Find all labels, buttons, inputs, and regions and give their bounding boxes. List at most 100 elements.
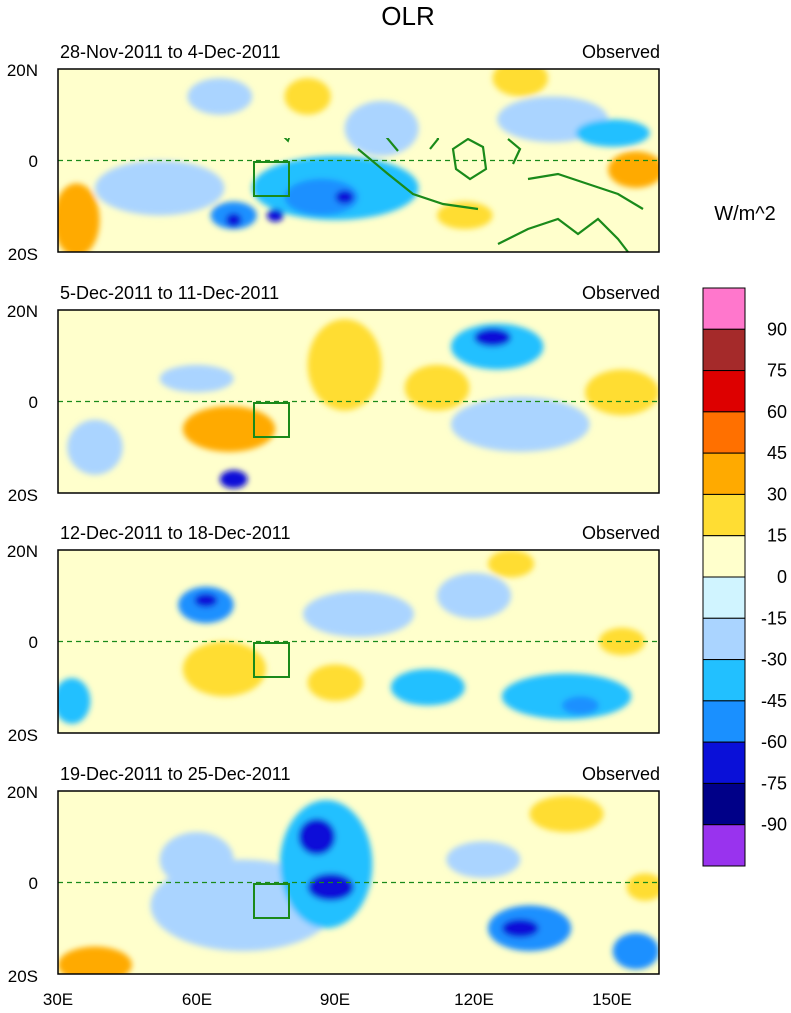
anomaly-patch <box>529 795 604 833</box>
panel-4-contours <box>58 795 659 974</box>
anomaly-patch <box>187 78 253 115</box>
y-tick-0: 0 <box>29 633 38 652</box>
anomaly-patch <box>474 328 512 347</box>
x-tick-30e: 30E <box>43 990 73 1009</box>
colorbar-label: 30 <box>767 484 787 504</box>
colorbar-swatch <box>702 576 746 619</box>
anomaly-patch <box>446 841 521 878</box>
x-axis: 30E 60E 90E 120E 150E <box>43 990 632 1009</box>
colorbar-label: 60 <box>767 402 787 422</box>
colorbar-label: -30 <box>761 650 787 670</box>
anomaly-patch <box>67 419 123 475</box>
anomaly-patch <box>307 873 354 901</box>
panel-3-period: 12-Dec-2011 to 18-Dec-2011 <box>60 523 290 543</box>
colorbar-swatch <box>702 452 746 495</box>
anomaly-patch <box>575 119 650 147</box>
y-tick-20n: 20N <box>7 542 38 561</box>
anomaly-patch <box>182 406 276 452</box>
anomaly-patch <box>266 208 284 222</box>
panel-3-label: Observed <box>582 523 660 543</box>
anomaly-patch <box>182 641 267 697</box>
x-tick-60e: 60E <box>182 990 212 1009</box>
anomaly-patch <box>307 664 364 701</box>
anomaly-patch <box>450 396 590 452</box>
colorbar-swatch <box>702 328 746 372</box>
anomaly-patch <box>437 201 493 230</box>
anomaly-patch <box>298 818 336 856</box>
anomaly-patch <box>284 178 359 216</box>
panel-1: 28-Nov-2011 to 4-Dec-2011 Observed 20N 0… <box>7 42 660 264</box>
colorbar-label: 45 <box>767 443 787 463</box>
colorbar-swatch <box>702 411 746 454</box>
anomaly-patch <box>58 678 91 724</box>
anomaly-patch <box>585 369 659 416</box>
colorbar-label: -90 <box>761 815 787 835</box>
panel-1-label: Observed <box>582 42 660 62</box>
colorbar-label: 75 <box>767 361 787 381</box>
anomaly-patch <box>284 78 331 115</box>
anomaly-patch <box>335 190 354 204</box>
anomaly-patch <box>450 323 544 370</box>
y-tick-20s: 20S <box>8 967 38 986</box>
colorbar-label: -15 <box>761 608 787 628</box>
anomaly-patch <box>219 470 248 489</box>
anomaly-patch <box>159 364 234 393</box>
panel-4-label: Observed <box>582 764 660 784</box>
y-tick-20n: 20N <box>7 61 38 80</box>
colorbar-swatch <box>702 700 746 743</box>
anomaly-patch <box>344 101 419 156</box>
anomaly-patch <box>404 364 470 411</box>
anomaly-patch <box>390 668 465 706</box>
anomaly-patch <box>501 919 539 938</box>
y-tick-20n: 20N <box>7 302 38 321</box>
colorbar-swatch <box>702 741 746 784</box>
panel-2-contours <box>67 319 659 489</box>
x-tick-150e: 150E <box>592 990 632 1009</box>
colorbar-label: 90 <box>767 319 787 339</box>
colorbar-swatch <box>702 287 746 330</box>
colorbar-label: -45 <box>761 691 787 711</box>
anomaly-patch <box>626 873 659 901</box>
colorbar-swatch <box>702 659 746 702</box>
chart-title: OLR <box>381 1 434 31</box>
colorbar-swatch <box>702 493 746 537</box>
colorbar-swatch <box>702 824 746 867</box>
study-box <box>253 883 290 919</box>
study-box <box>253 402 290 438</box>
anomaly-patch <box>279 800 373 929</box>
study-box <box>253 161 290 197</box>
anomaly-patch <box>225 213 242 227</box>
panel-2-label: Observed <box>582 283 660 303</box>
anomaly-patch <box>194 593 218 608</box>
anomaly-patch <box>303 591 414 637</box>
x-tick-90e: 90E <box>320 990 350 1009</box>
anomaly-patch <box>492 69 549 97</box>
panel-3-contours <box>58 550 646 724</box>
colorbar-label: 15 <box>767 526 787 546</box>
study-box <box>253 642 290 678</box>
anomaly-patch <box>437 572 512 619</box>
panel-4-period: 19-Dec-2011 to 25-Dec-2011 <box>60 764 290 784</box>
colorbar-label: 0 <box>777 567 787 587</box>
colorbar-swatch <box>702 370 746 413</box>
units-label: W/m^2 <box>714 203 776 225</box>
colorbar: 90 75 60 45 30 15 0 -15 -30 -45 -60 -75 -90 <box>702 287 787 867</box>
panel-1-contours <box>58 69 659 252</box>
y-tick-20n: 20N <box>7 783 38 802</box>
y-tick-20s: 20S <box>8 486 38 505</box>
panel-3: 12-Dec-2011 to 18-Dec-2011 Observed 20N … <box>7 523 660 745</box>
anomaly-patch <box>608 151 659 188</box>
colorbar-swatch <box>702 782 746 826</box>
panel-2-period: 5-Dec-2011 to 11-Dec-2011 <box>60 283 279 303</box>
x-tick-120e: 120E <box>454 990 494 1009</box>
colorbar-label: -60 <box>761 732 787 752</box>
colorbar-swatch <box>702 535 746 578</box>
y-tick-0: 0 <box>29 393 38 412</box>
colorbar-label: -75 <box>761 773 787 793</box>
anomaly-patch <box>487 550 535 578</box>
anomaly-patch <box>612 932 659 970</box>
panel-2: 5-Dec-2011 to 11-Dec-2011 Observed 20N 0… <box>7 283 660 505</box>
anomaly-patch <box>94 160 225 216</box>
anomaly-patch <box>58 183 100 252</box>
anomaly-patch <box>561 696 599 715</box>
